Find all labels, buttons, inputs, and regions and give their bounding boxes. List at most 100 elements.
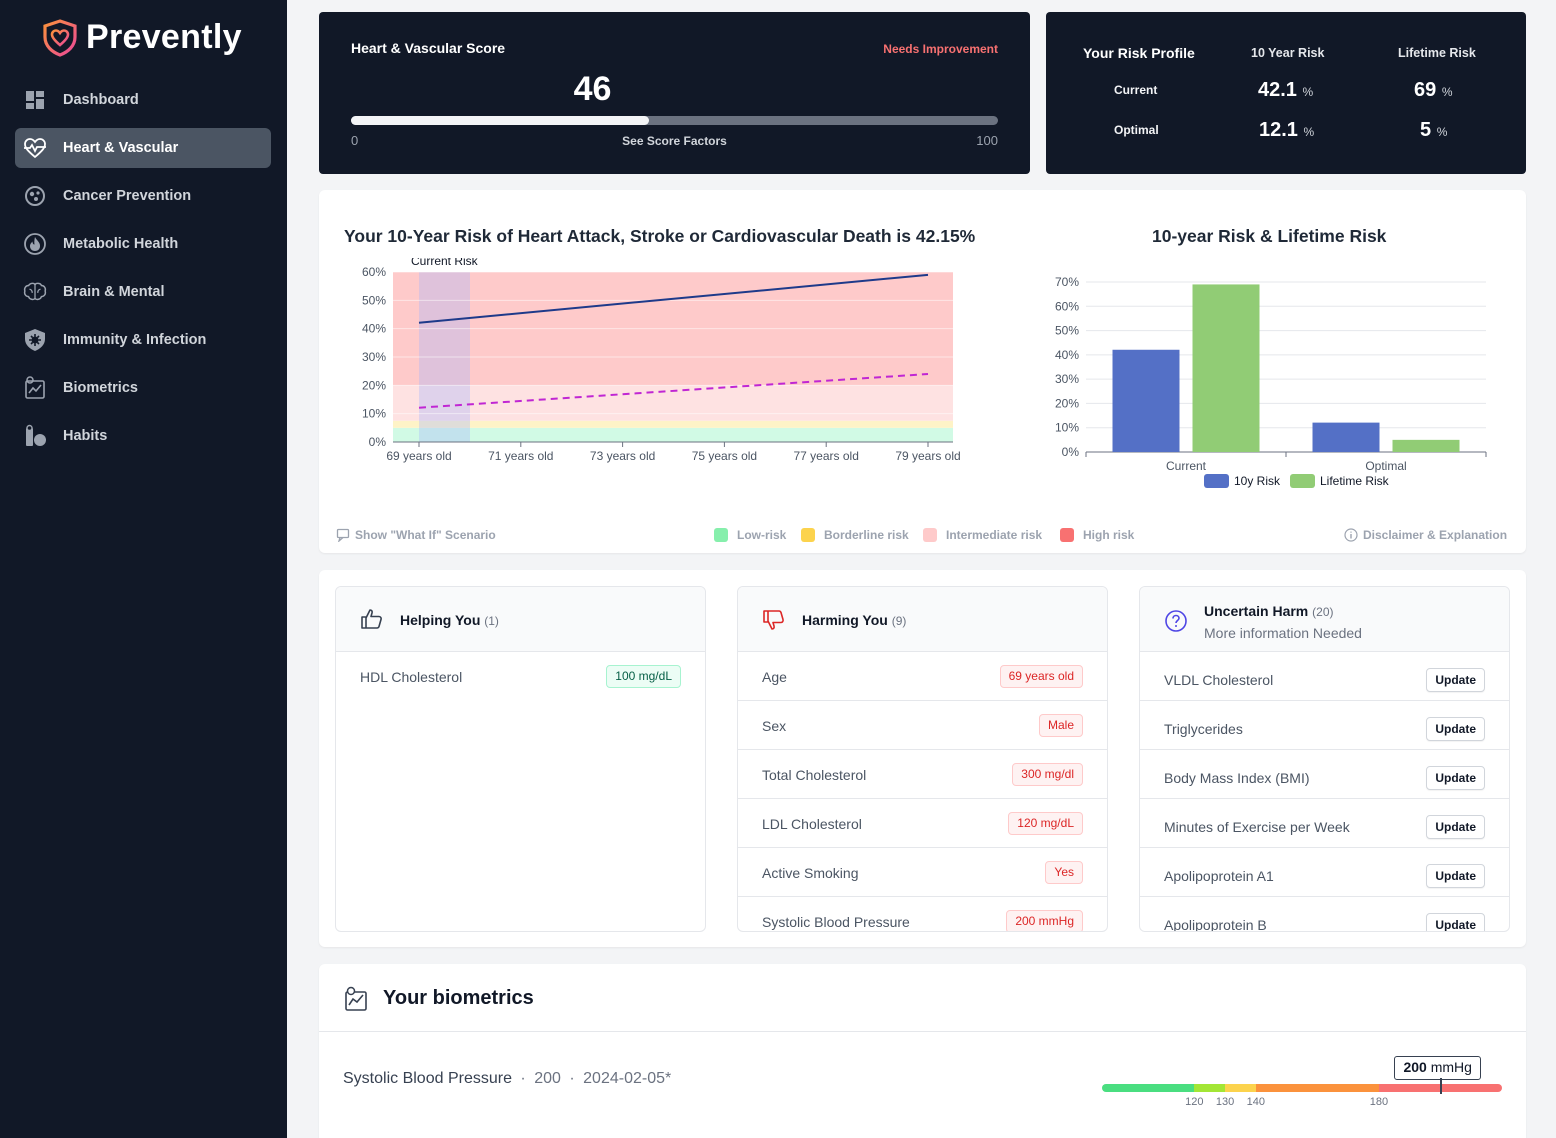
y-tick-label: 60% xyxy=(1055,299,1079,313)
sidebar-item-dashboard[interactable]: Dashboard xyxy=(15,80,271,120)
risk-profile-title: Your Risk Profile xyxy=(1083,45,1195,61)
harming-you-header: Harming You (9) xyxy=(738,587,1107,652)
sidebar-item-brain-mental[interactable]: Brain & Mental xyxy=(15,272,271,312)
sidebar-item-label: Habits xyxy=(63,428,108,444)
thumbs-down-icon xyxy=(763,610,784,630)
main-content: Heart & Vascular Score Needs Improvement… xyxy=(287,0,1556,1138)
score-progress-fill xyxy=(351,116,649,125)
info-icon xyxy=(1344,528,1358,542)
sidebar-item-immunity-infection[interactable]: Immunity & Infection xyxy=(15,320,271,360)
risk-profile-lifetime-header: Lifetime Risk xyxy=(1398,46,1476,60)
series-line-current xyxy=(418,273,929,324)
count: (1) xyxy=(484,614,499,628)
borderline-risk-swatch xyxy=(801,528,815,542)
title-text: Helping You xyxy=(400,612,481,628)
bar-lifetime-risk-current xyxy=(1192,284,1260,452)
low-risk-legend: Low-risk xyxy=(737,528,787,542)
series-line-optimal xyxy=(418,373,929,409)
score-title: Heart & Vascular Score xyxy=(351,40,506,56)
factor-value-badge: 69 years old xyxy=(999,665,1083,688)
sidebar-item-label: Brain & Mental xyxy=(63,284,165,300)
uncertain-harm-panel: Uncertain Harm (20) More information Nee… xyxy=(1139,586,1510,932)
helping-you-header: Helping You (1) xyxy=(336,587,705,652)
y-tick-label: 10% xyxy=(362,407,386,421)
what-if-icon xyxy=(336,528,350,542)
divider xyxy=(319,1031,1526,1032)
factor-value-badge: 200 mmHg xyxy=(1006,910,1083,931)
biometrics-chart-icon xyxy=(345,986,367,1011)
sidebar-item-metabolic-health[interactable]: Metabolic Health xyxy=(15,224,271,264)
list-item: Body Mass Index (BMI) Update xyxy=(1140,750,1509,799)
legend-label: Lifetime Risk xyxy=(1320,474,1390,488)
brain-icon xyxy=(23,280,47,304)
uncertain-harm-header: Uncertain Harm (20) More information Nee… xyxy=(1140,587,1509,652)
thumbs-up-icon xyxy=(361,609,382,629)
biometric-value: 200 xyxy=(534,1070,561,1087)
separator: · xyxy=(569,1070,575,1087)
sidebar-item-label: Immunity & Infection xyxy=(63,332,207,348)
disclaimer-link[interactable]: Disclaimer & Explanation xyxy=(1363,528,1508,542)
y-tick-label: 50% xyxy=(1055,324,1079,338)
list-item[interactable]: LDL Cholesterol 120 mg/dL xyxy=(738,799,1107,848)
biometric-value-badge: 200 mmHg xyxy=(1394,1056,1481,1080)
app-logo[interactable]: Prevently xyxy=(42,18,242,57)
factor-value-badge: Yes xyxy=(1045,861,1083,884)
factor-label: Active Smoking xyxy=(762,865,859,881)
list-item[interactable]: Sex Male xyxy=(738,701,1107,750)
list-item[interactable]: HDL Cholesterol 100 mg/dL xyxy=(336,652,705,701)
list-item[interactable]: Age 69 years old xyxy=(738,652,1107,701)
risk-profile-card: Your Risk Profile 10 Year Risk Lifetime … xyxy=(1046,12,1526,174)
list-item[interactable]: Systolic Blood Pressure 200 mmHg xyxy=(738,897,1107,931)
sidebar-item-cancer-prevention[interactable]: Cancer Prevention xyxy=(15,176,271,216)
bar-lifetime-risk-optimal xyxy=(1392,439,1460,452)
y-tick-label: 0% xyxy=(369,435,387,449)
list-item[interactable]: Active Smoking Yes xyxy=(738,848,1107,897)
app-name: Prevently xyxy=(86,18,242,56)
x-tick-label: 79 years old xyxy=(895,449,960,463)
title-text: Uncertain Harm xyxy=(1204,603,1309,619)
cell-icon xyxy=(23,184,47,208)
sidebar-item-biometrics[interactable]: Biometrics xyxy=(15,368,271,408)
range-segment xyxy=(1102,1084,1195,1092)
update-button[interactable]: Update xyxy=(1426,766,1485,790)
harming-you-panel: Harming You (9) Age 69 years old Sex Male … xyxy=(737,586,1108,932)
y-tick-label: 70% xyxy=(1055,275,1079,289)
update-button[interactable]: Update xyxy=(1426,668,1485,692)
sidebar-item-heart-vascular[interactable]: Heart & Vascular xyxy=(15,128,271,168)
biometric-row-label[interactable]: Systolic Blood Pressure · 200 · 2024-02-… xyxy=(343,1070,671,1088)
chart-legend-footer: Show "What If" Scenario Low-risk Borderl… xyxy=(319,524,1526,544)
list-item[interactable]: Total Cholesterol 300 mg/dl xyxy=(738,750,1107,799)
unit: % xyxy=(1303,125,1315,139)
unit: % xyxy=(1302,85,1314,99)
risk-factors-card: Helping You (1) HDL Cholesterol 100 mg/d… xyxy=(319,570,1526,947)
update-button[interactable]: Update xyxy=(1426,717,1485,741)
title-text: Harming You xyxy=(802,612,888,628)
factor-label: Apolipoprotein B xyxy=(1164,917,1267,932)
what-if-scenario-toggle[interactable]: Show "What If" Scenario xyxy=(355,528,496,542)
biometric-range-scale: 200 mmHg 120 130 140 180 xyxy=(1102,1056,1502,1116)
uncertain-harm-subtitle: More information Needed xyxy=(1204,625,1362,641)
see-score-factors-link[interactable]: See Score Factors xyxy=(622,134,727,148)
sidebar-nav: Dashboard Heart & Vascular Cancer Preven… xyxy=(15,80,271,464)
list-item: Apolipoprotein A1 Update xyxy=(1140,848,1509,897)
y-tick-label: 50% xyxy=(362,293,386,307)
sidebar-item-habits[interactable]: Habits xyxy=(15,416,271,456)
range-segment xyxy=(1378,1084,1502,1092)
update-button[interactable]: Update xyxy=(1426,815,1485,839)
score-card: Heart & Vascular Score Needs Improvement… xyxy=(319,12,1030,174)
unit: % xyxy=(1441,85,1453,99)
biometric-value-marker xyxy=(1440,1078,1442,1094)
intermediate-risk-legend: Intermediate risk xyxy=(946,528,1043,542)
high-risk-legend: High risk xyxy=(1083,528,1135,542)
update-button[interactable]: Update xyxy=(1426,913,1485,931)
list-item: Minutes of Exercise per Week Update xyxy=(1140,799,1509,848)
intermediate-risk-swatch xyxy=(923,528,937,542)
risk-comparison-bar-chart: 0% 10% 20% 30% 40% 50% 60% 70% Current Optimal 10y… xyxy=(1055,275,1487,488)
factor-label: Triglycerides xyxy=(1164,721,1243,737)
x-tick-label: Current xyxy=(1166,459,1207,473)
range-segment xyxy=(1255,1084,1379,1092)
tick-label: 120 xyxy=(1185,1096,1204,1108)
update-button[interactable]: Update xyxy=(1426,864,1485,888)
habits-icon xyxy=(23,424,47,448)
current-10y-risk: 42.1 % xyxy=(1258,79,1313,102)
